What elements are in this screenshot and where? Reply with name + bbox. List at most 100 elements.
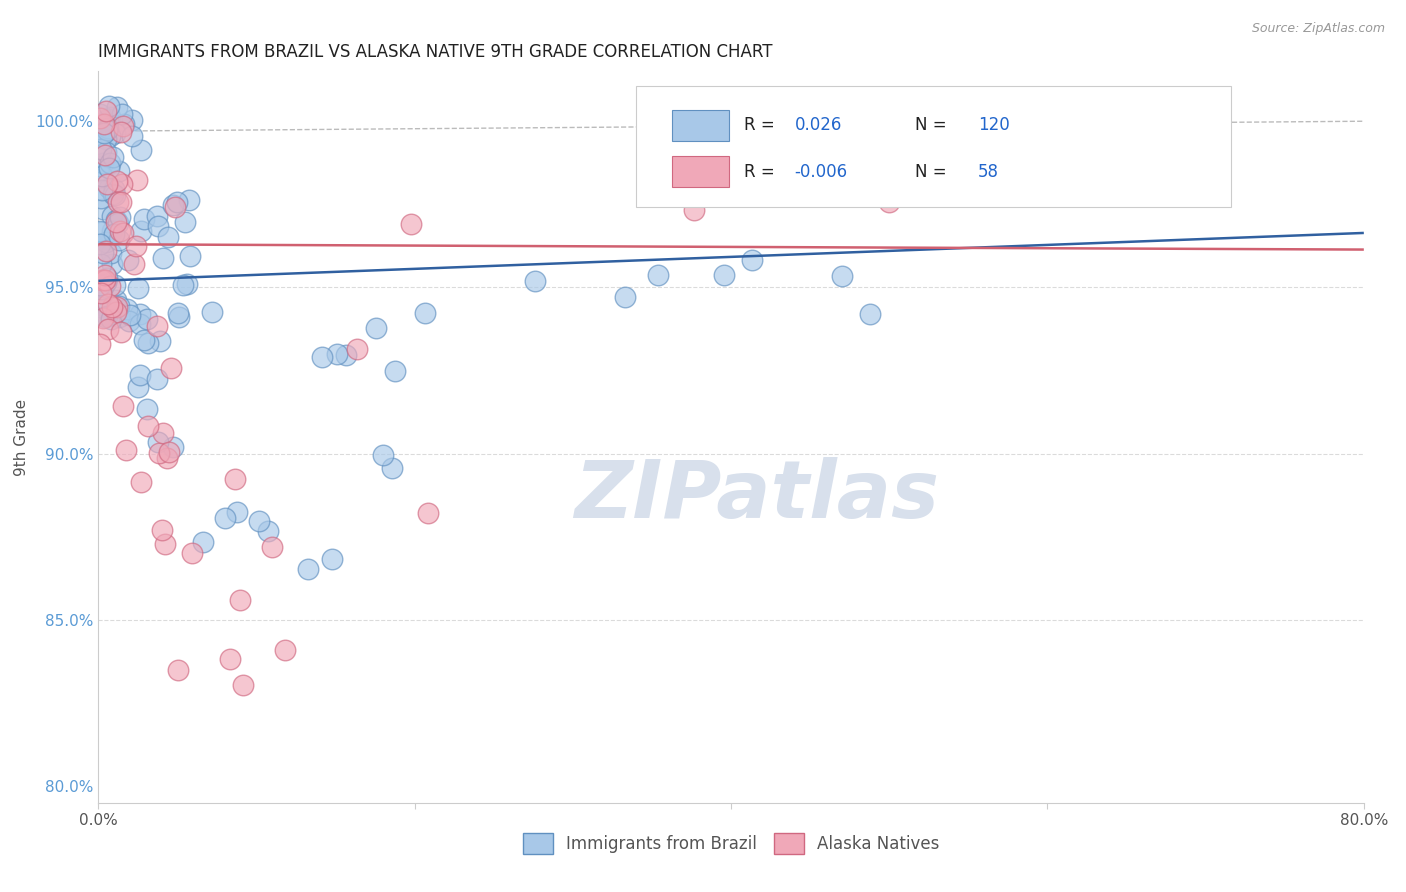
Point bbox=[103, 227, 125, 241]
Point bbox=[399, 217, 422, 231]
Text: R =: R = bbox=[744, 162, 775, 180]
Point bbox=[93, 117, 115, 131]
Point bbox=[101, 187, 124, 202]
Point bbox=[90, 142, 112, 156]
Point bbox=[127, 380, 149, 394]
Point bbox=[157, 445, 180, 459]
Point bbox=[727, 189, 749, 203]
Point bbox=[96, 270, 118, 285]
Point bbox=[647, 268, 669, 282]
Point bbox=[636, 136, 658, 150]
Point bbox=[98, 98, 121, 112]
Point bbox=[153, 536, 176, 550]
Point bbox=[100, 311, 122, 326]
Point bbox=[146, 219, 169, 233]
Point bbox=[129, 318, 152, 332]
Point bbox=[94, 244, 117, 259]
Point bbox=[90, 281, 112, 295]
Point bbox=[121, 129, 143, 144]
Text: N =: N = bbox=[914, 117, 946, 135]
Point bbox=[89, 111, 111, 125]
Point bbox=[104, 215, 127, 229]
Point bbox=[136, 311, 159, 326]
Point bbox=[108, 310, 131, 325]
Point bbox=[89, 300, 111, 314]
Point bbox=[831, 269, 853, 284]
FancyBboxPatch shape bbox=[636, 86, 1232, 207]
Point bbox=[148, 445, 170, 459]
Point bbox=[381, 460, 404, 475]
Bar bbox=[672, 156, 728, 187]
Text: 120: 120 bbox=[979, 117, 1010, 135]
Point bbox=[101, 150, 124, 164]
Point bbox=[128, 307, 150, 321]
Point bbox=[117, 253, 139, 268]
Point bbox=[100, 246, 122, 260]
Point bbox=[225, 505, 247, 519]
Point bbox=[89, 123, 111, 137]
Point bbox=[96, 235, 118, 249]
Point bbox=[162, 440, 184, 454]
Point bbox=[134, 334, 156, 348]
Point bbox=[136, 335, 159, 350]
Point bbox=[129, 475, 152, 489]
Point bbox=[98, 161, 121, 176]
Point bbox=[108, 224, 131, 238]
Point bbox=[91, 310, 114, 325]
Point bbox=[218, 652, 240, 666]
Text: R =: R = bbox=[744, 117, 775, 135]
Point bbox=[90, 285, 112, 300]
Point bbox=[274, 642, 297, 657]
Point bbox=[128, 368, 150, 383]
Point bbox=[98, 110, 121, 124]
Point bbox=[107, 299, 129, 313]
Point bbox=[89, 107, 111, 121]
Point bbox=[127, 173, 149, 187]
Point bbox=[96, 132, 118, 146]
Point bbox=[136, 401, 159, 416]
Point bbox=[110, 125, 132, 139]
Point bbox=[191, 535, 214, 549]
Point bbox=[93, 272, 115, 286]
Point bbox=[93, 310, 115, 325]
Point bbox=[96, 103, 118, 118]
Point bbox=[172, 278, 194, 293]
Point bbox=[108, 210, 131, 224]
Point bbox=[155, 451, 177, 466]
Point bbox=[159, 361, 181, 376]
Point bbox=[174, 215, 197, 229]
Point bbox=[859, 307, 882, 321]
Point bbox=[90, 257, 112, 271]
Point bbox=[110, 194, 132, 209]
Point bbox=[90, 183, 112, 197]
Point bbox=[149, 334, 172, 348]
Point bbox=[260, 540, 283, 554]
Point bbox=[104, 188, 127, 202]
Point bbox=[224, 472, 246, 486]
Point bbox=[94, 268, 117, 282]
Point bbox=[101, 256, 124, 270]
Point bbox=[91, 202, 114, 217]
Point bbox=[98, 129, 121, 144]
Point bbox=[103, 182, 125, 196]
Point bbox=[166, 663, 188, 677]
Text: 0.026: 0.026 bbox=[794, 117, 842, 135]
Point bbox=[166, 306, 188, 320]
Point bbox=[90, 298, 112, 312]
Point bbox=[165, 200, 187, 214]
Point bbox=[98, 279, 121, 293]
Point bbox=[118, 309, 141, 323]
Point bbox=[232, 678, 254, 692]
Point bbox=[97, 112, 120, 127]
Point bbox=[89, 277, 111, 292]
Point bbox=[91, 245, 114, 260]
Text: Source: ZipAtlas.com: Source: ZipAtlas.com bbox=[1251, 22, 1385, 36]
Point bbox=[108, 164, 131, 178]
Point bbox=[96, 309, 118, 323]
Point bbox=[115, 443, 138, 458]
Point bbox=[201, 305, 224, 319]
Point bbox=[89, 163, 111, 178]
Legend: Immigrants from Brazil, Alaska Natives: Immigrants from Brazil, Alaska Natives bbox=[516, 827, 946, 860]
Point bbox=[105, 301, 128, 315]
Point bbox=[105, 305, 128, 319]
